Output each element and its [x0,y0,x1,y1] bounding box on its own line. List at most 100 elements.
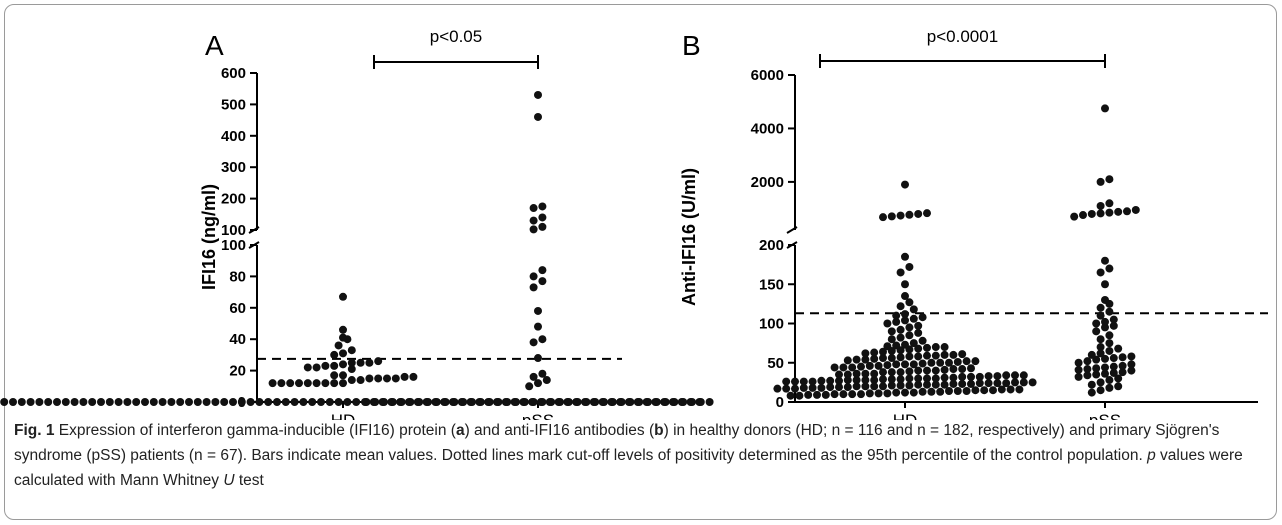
data-point [835,383,843,392]
data-point [804,390,813,399]
data-point [852,369,861,378]
data-point [1127,360,1136,369]
data-point [945,358,953,367]
data-point [967,372,975,381]
data-point [914,209,923,218]
caption-text: Expression of interferon gamma-inducible… [54,422,456,439]
data-point [564,398,573,406]
data-point [1002,379,1011,388]
data-point [949,379,958,388]
data-point [339,371,347,380]
data-point [652,398,661,406]
data-point [132,398,141,406]
data-point [534,306,542,315]
data-point [391,374,400,383]
data-point [53,398,61,406]
data-point [1127,352,1136,361]
data-point [1028,378,1037,387]
data-point [892,317,901,326]
data-point [918,359,927,368]
data-point [936,358,945,367]
data-point [264,398,273,406]
data-point [901,292,909,301]
data-point [538,277,547,286]
data-point [1114,382,1123,391]
data-point [905,331,914,340]
data-point [281,398,290,406]
data-point [573,398,582,406]
y-tick-label: 150 [759,276,784,293]
data-point [1096,268,1105,277]
data-point [1096,343,1105,352]
data-point [835,376,843,385]
y-tick-label: 100 [221,222,246,239]
data-point [1096,177,1105,186]
data-point [879,382,887,391]
data-point [1109,321,1118,330]
data-point [980,386,989,395]
data-point [883,319,892,328]
data-point [879,375,887,384]
data-point [1011,371,1019,380]
data-point [529,272,538,281]
data-point [892,388,901,397]
data-point [1074,358,1083,367]
data-point [958,379,967,388]
data-point [79,398,88,406]
caption-text: ) and anti-IFI16 antibodies ( [464,422,655,439]
data-point [962,387,971,396]
data-point [339,349,347,358]
data-point [1096,349,1105,358]
data-point [1096,386,1105,395]
data-point [1083,365,1092,374]
data-point [512,398,520,406]
data-point [193,398,202,406]
data-point [26,398,35,406]
data-point [600,398,608,406]
y-tick-label: 500 [221,96,246,113]
data-point [870,376,879,385]
y-tick-label: 100 [221,237,246,254]
data-point [905,367,914,376]
data-point [918,387,927,396]
data-point [905,374,914,383]
data-point [901,360,909,369]
data-point [909,305,918,314]
data-point [529,398,538,406]
data-point [441,398,450,406]
data-point [1101,295,1109,304]
data-point [211,398,220,406]
data-point [918,336,927,345]
data-point [936,387,945,396]
caption-text: ) in healthy donors (HD; n = 116 and n =… [14,422,1220,464]
data-point [905,298,914,307]
data-point [1114,374,1123,383]
data-point [782,377,791,386]
data-point [870,382,879,391]
data-point [817,383,826,392]
data-point [503,398,512,406]
data-point [896,325,905,334]
data-point [1092,370,1101,379]
data-point [365,374,374,383]
data-point [914,374,923,383]
panel-letter-b: B [682,30,701,61]
data-point [1101,354,1109,363]
data-point [887,327,896,336]
data-point [852,355,861,364]
data-point [1074,365,1083,374]
data-point [9,398,17,406]
data-point [967,379,975,388]
data-point [688,398,696,406]
data-point [1114,207,1123,216]
y-tick-label: 600 [221,65,246,82]
data-point [1105,199,1114,208]
data-point [220,398,229,406]
data-point [1105,307,1114,316]
data-point [330,361,339,370]
data-point [1109,362,1118,371]
data-point [352,398,361,406]
data-point [1087,209,1096,218]
data-point [459,398,468,406]
y-tick-label: 80 [229,268,246,285]
